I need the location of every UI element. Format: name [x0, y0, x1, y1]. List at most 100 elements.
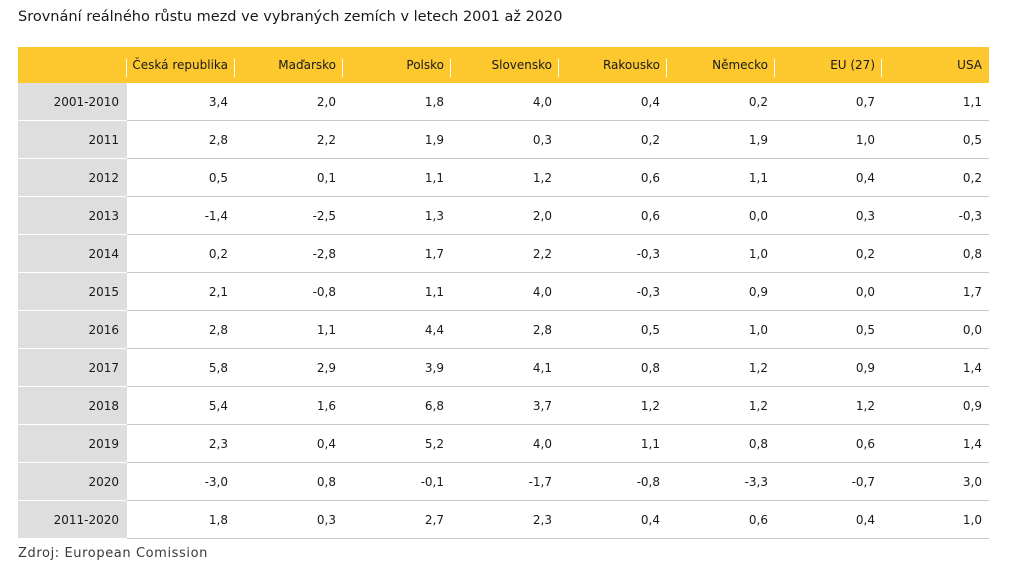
table-cell: 0,0	[667, 196, 775, 235]
table-cell: 1,2	[667, 348, 775, 387]
row-label: 2015	[18, 272, 127, 311]
table-cell: 1,4	[882, 424, 989, 463]
table-cell: -0,8	[559, 462, 667, 501]
table-row: 2020 -3,0 0,8 -0,1 -1,7 -0,8 -3,3 -0,7 3,0	[18, 462, 989, 501]
table-cell: 0,3	[775, 196, 882, 235]
table-cell: 0,0	[882, 310, 989, 349]
table-cell: 0,4	[775, 500, 882, 539]
column-header: Slovensko	[451, 47, 559, 83]
table-row: 2001-2010 3,4 2,0 1,8 4,0 0,4 0,2 0,7 1,1	[18, 83, 989, 121]
table-cell: 0,4	[559, 83, 667, 121]
table-cell: 1,1	[882, 83, 989, 121]
page-title: Srovnání reálného růstu mezd ve vybranýc…	[18, 9, 563, 25]
table-cell: 0,2	[882, 158, 989, 197]
table-header-corner	[18, 47, 127, 83]
wage-growth-table: Česká republika Maďarsko Polsko Slovensk…	[18, 47, 989, 539]
row-label: 2014	[18, 234, 127, 273]
table-cell: -0,7	[775, 462, 882, 501]
row-label: 2019	[18, 424, 127, 463]
table-cell: 1,0	[667, 234, 775, 273]
table-row: 2016 2,8 1,1 4,4 2,8 0,5 1,0 0,5 0,0	[18, 310, 989, 349]
column-header: Rakousko	[559, 47, 667, 83]
table-cell: 2,3	[451, 500, 559, 539]
table-cell: 2,2	[451, 234, 559, 273]
table-cell: 5,4	[127, 386, 235, 425]
table-cell: 0,5	[559, 310, 667, 349]
table-cell: 0,3	[451, 120, 559, 159]
table-cell: 0,5	[882, 120, 989, 159]
table-cell: -0,3	[559, 234, 667, 273]
table-cell: 1,0	[775, 120, 882, 159]
table-row: 2014 0,2 -2,8 1,7 2,2 -0,3 1,0 0,2 0,8	[18, 234, 989, 273]
row-label: 2016	[18, 310, 127, 349]
table-cell: 1,0	[882, 500, 989, 539]
table-cell: 0,8	[559, 348, 667, 387]
table-cell: 2,3	[127, 424, 235, 463]
table-cell: 0,4	[559, 500, 667, 539]
table-cell: 1,2	[451, 158, 559, 197]
table-cell: 1,1	[343, 158, 451, 197]
column-header: Německo	[667, 47, 775, 83]
table-cell: 0,5	[775, 310, 882, 349]
table-cell: 0,9	[775, 348, 882, 387]
column-header: USA	[882, 47, 989, 83]
table-cell: 3,9	[343, 348, 451, 387]
table-cell: 1,9	[667, 120, 775, 159]
table-cell: 3,0	[882, 462, 989, 501]
row-label: 2001-2010	[18, 83, 127, 121]
table-cell: 2,8	[451, 310, 559, 349]
table-cell: 1,8	[127, 500, 235, 539]
table-body: 2001-2010 3,4 2,0 1,8 4,0 0,4 0,2 0,7 1,1 2011 2,8…	[18, 83, 989, 539]
row-label: 2018	[18, 386, 127, 425]
table-cell: 0,2	[559, 120, 667, 159]
column-header: Polsko	[343, 47, 451, 83]
table-cell: -1,4	[127, 196, 235, 235]
table-cell: 1,1	[343, 272, 451, 311]
table-cell: 1,1	[667, 158, 775, 197]
table-cell: 1,7	[882, 272, 989, 311]
table-cell: -3,3	[667, 462, 775, 501]
table-cell: 1,1	[235, 310, 343, 349]
table-cell: 0,4	[775, 158, 882, 197]
table-cell: 0,1	[235, 158, 343, 197]
table-cell: 4,0	[451, 424, 559, 463]
table-cell: -1,7	[451, 462, 559, 501]
column-header: EU (27)	[775, 47, 882, 83]
table-cell: -0,1	[343, 462, 451, 501]
table-row: 2015 2,1 -0,8 1,1 4,0 -0,3 0,9 0,0 1,7	[18, 272, 989, 311]
table-cell: 1,9	[343, 120, 451, 159]
table-row: 2018 5,4 1,6 6,8 3,7 1,2 1,2 1,2 0,9	[18, 386, 989, 425]
table-cell: 2,9	[235, 348, 343, 387]
table-cell: 1,1	[559, 424, 667, 463]
row-label: 2011-2020	[18, 500, 127, 539]
table-cell: 0,5	[127, 158, 235, 197]
table-cell: 1,4	[882, 348, 989, 387]
table-cell: 0,4	[235, 424, 343, 463]
table-row: 2019 2,3 0,4 5,2 4,0 1,1 0,8 0,6 1,4	[18, 424, 989, 463]
column-header: Maďarsko	[235, 47, 343, 83]
table-cell: 1,3	[343, 196, 451, 235]
table-cell: 1,6	[235, 386, 343, 425]
table-cell: 0,6	[775, 424, 882, 463]
table-cell: 4,4	[343, 310, 451, 349]
table-cell: 2,8	[127, 120, 235, 159]
table-cell: -2,5	[235, 196, 343, 235]
table-cell: 1,2	[667, 386, 775, 425]
row-label: 2017	[18, 348, 127, 387]
table-cell: 4,1	[451, 348, 559, 387]
table-cell: 1,2	[775, 386, 882, 425]
source-note: Zdroj: European Comission	[18, 546, 209, 561]
table-cell: 2,0	[451, 196, 559, 235]
table-cell: 3,7	[451, 386, 559, 425]
table-cell: 0,2	[667, 83, 775, 121]
table-cell: 0,8	[235, 462, 343, 501]
table-cell: 0,8	[882, 234, 989, 273]
table-cell: 5,2	[343, 424, 451, 463]
row-label: 2011	[18, 120, 127, 159]
table-cell: 0,6	[559, 158, 667, 197]
table-cell: 3,4	[127, 83, 235, 121]
table-cell: 0,8	[667, 424, 775, 463]
table-cell: 0,9	[882, 386, 989, 425]
table-cell: 0,6	[559, 196, 667, 235]
table-cell: 2,2	[235, 120, 343, 159]
